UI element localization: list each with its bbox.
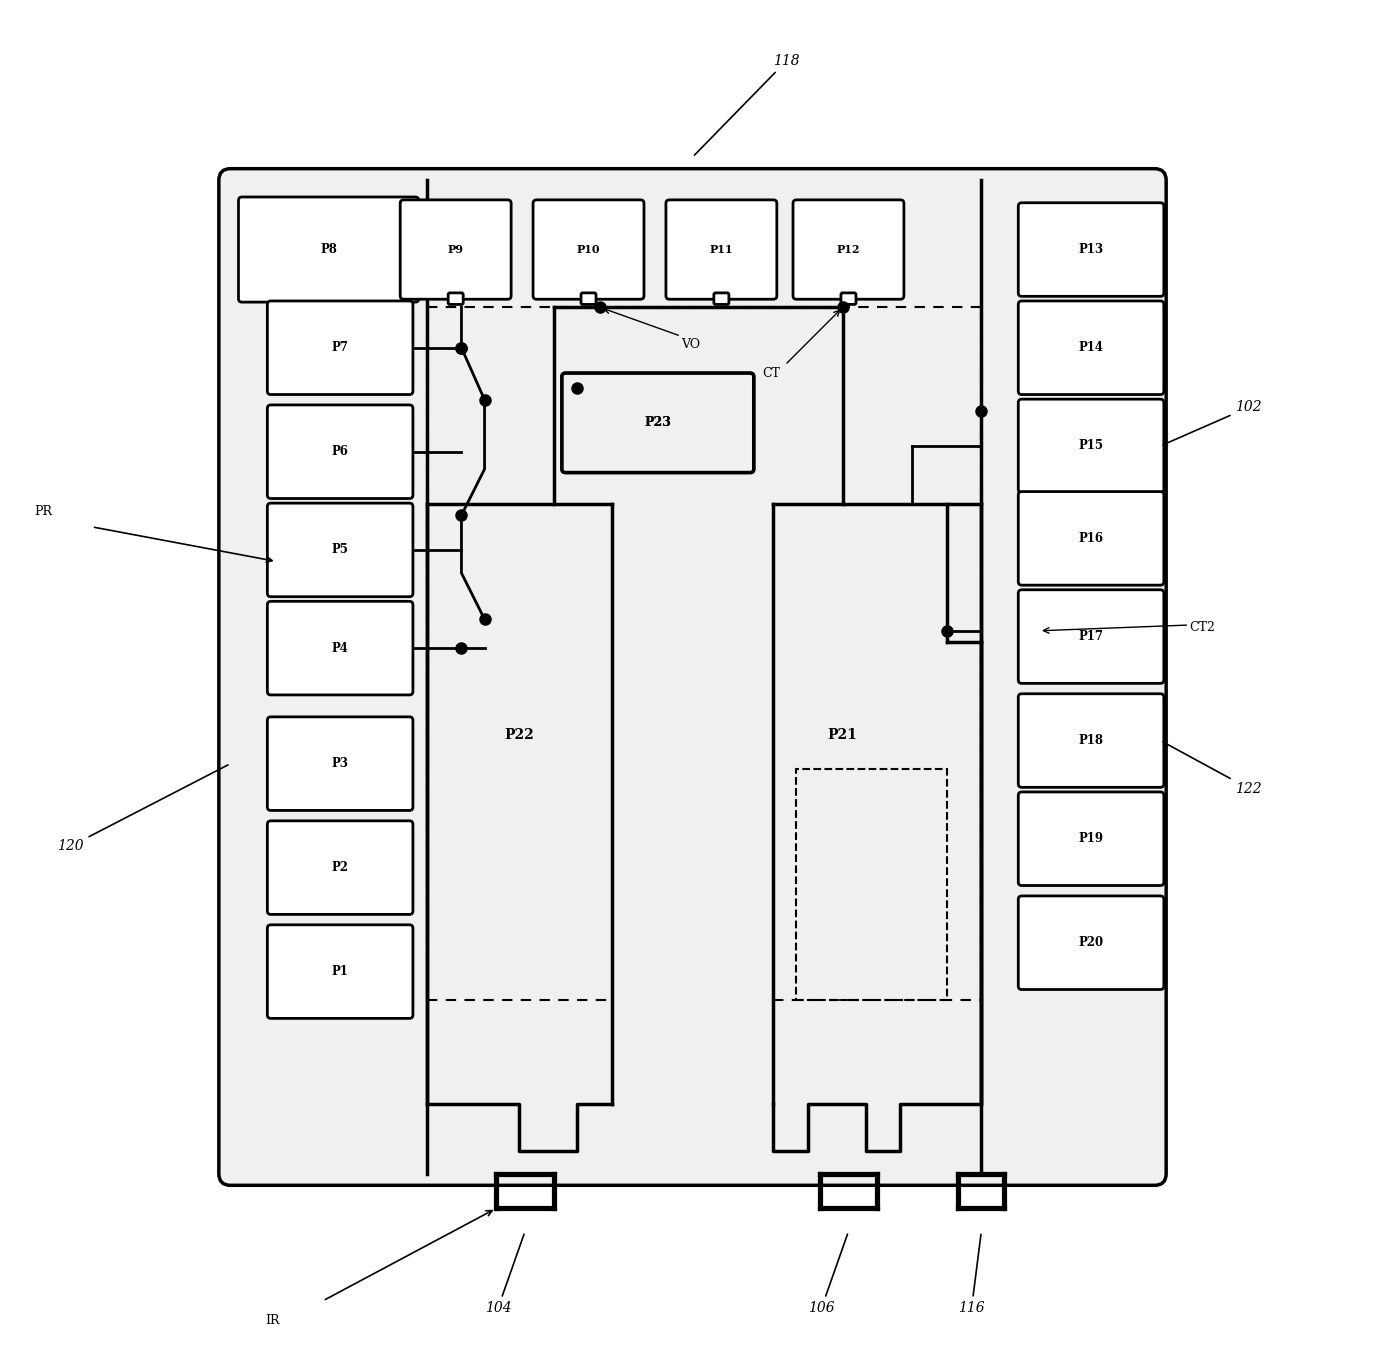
Text: CT2: CT2 bbox=[1190, 620, 1215, 634]
Text: 102: 102 bbox=[1163, 401, 1262, 445]
FancyBboxPatch shape bbox=[1018, 590, 1163, 684]
FancyBboxPatch shape bbox=[1018, 492, 1163, 585]
FancyBboxPatch shape bbox=[267, 504, 413, 597]
Text: P23: P23 bbox=[644, 416, 672, 429]
Text: 118: 118 bbox=[694, 54, 801, 156]
Text: P17: P17 bbox=[1079, 630, 1104, 643]
Text: P11: P11 bbox=[709, 244, 733, 255]
Text: P14: P14 bbox=[1079, 341, 1104, 355]
FancyBboxPatch shape bbox=[267, 925, 413, 1018]
FancyBboxPatch shape bbox=[1018, 693, 1163, 787]
Text: P22: P22 bbox=[504, 727, 535, 742]
Text: P2: P2 bbox=[331, 861, 349, 875]
FancyBboxPatch shape bbox=[562, 374, 753, 473]
Text: 106: 106 bbox=[807, 1233, 848, 1315]
FancyBboxPatch shape bbox=[1018, 203, 1163, 297]
FancyBboxPatch shape bbox=[713, 292, 729, 305]
Text: P20: P20 bbox=[1079, 936, 1104, 949]
Text: PR: PR bbox=[35, 505, 53, 519]
Text: P18: P18 bbox=[1079, 734, 1104, 747]
FancyBboxPatch shape bbox=[533, 200, 644, 299]
Text: P23: P23 bbox=[644, 416, 672, 429]
FancyBboxPatch shape bbox=[666, 200, 777, 299]
Text: P19: P19 bbox=[1079, 833, 1104, 845]
FancyBboxPatch shape bbox=[219, 169, 1166, 1185]
Text: 120: 120 bbox=[57, 765, 229, 853]
FancyBboxPatch shape bbox=[1018, 896, 1163, 990]
Text: 116: 116 bbox=[958, 1235, 985, 1315]
Text: CT: CT bbox=[762, 367, 780, 379]
Text: P5: P5 bbox=[331, 543, 349, 556]
FancyBboxPatch shape bbox=[1018, 792, 1163, 886]
Text: P1: P1 bbox=[331, 965, 349, 978]
FancyBboxPatch shape bbox=[582, 292, 596, 305]
FancyBboxPatch shape bbox=[449, 292, 463, 305]
FancyBboxPatch shape bbox=[841, 292, 856, 305]
Text: P16: P16 bbox=[1079, 532, 1104, 544]
FancyBboxPatch shape bbox=[267, 821, 413, 914]
FancyBboxPatch shape bbox=[562, 374, 753, 473]
Text: 122: 122 bbox=[1163, 742, 1262, 796]
FancyBboxPatch shape bbox=[267, 716, 413, 811]
FancyBboxPatch shape bbox=[1018, 301, 1163, 394]
Text: P10: P10 bbox=[576, 244, 600, 255]
Bar bbox=[796, 769, 947, 1001]
FancyBboxPatch shape bbox=[794, 200, 904, 299]
Text: P6: P6 bbox=[331, 445, 349, 458]
FancyBboxPatch shape bbox=[1018, 399, 1163, 493]
Text: P12: P12 bbox=[837, 244, 860, 255]
Text: VO: VO bbox=[681, 337, 699, 351]
FancyBboxPatch shape bbox=[400, 200, 511, 299]
Text: P3: P3 bbox=[331, 757, 349, 770]
FancyBboxPatch shape bbox=[267, 405, 413, 498]
Text: P13: P13 bbox=[1079, 244, 1104, 256]
Text: 104: 104 bbox=[485, 1233, 524, 1315]
FancyBboxPatch shape bbox=[238, 196, 418, 302]
Text: IR: IR bbox=[265, 1313, 280, 1327]
Text: P15: P15 bbox=[1079, 440, 1104, 452]
Text: P4: P4 bbox=[331, 642, 349, 654]
FancyBboxPatch shape bbox=[267, 301, 413, 394]
Text: P8: P8 bbox=[320, 244, 337, 256]
Text: P9: P9 bbox=[447, 244, 464, 255]
FancyBboxPatch shape bbox=[267, 601, 413, 695]
Text: P21: P21 bbox=[828, 727, 857, 742]
Text: P7: P7 bbox=[331, 341, 349, 355]
